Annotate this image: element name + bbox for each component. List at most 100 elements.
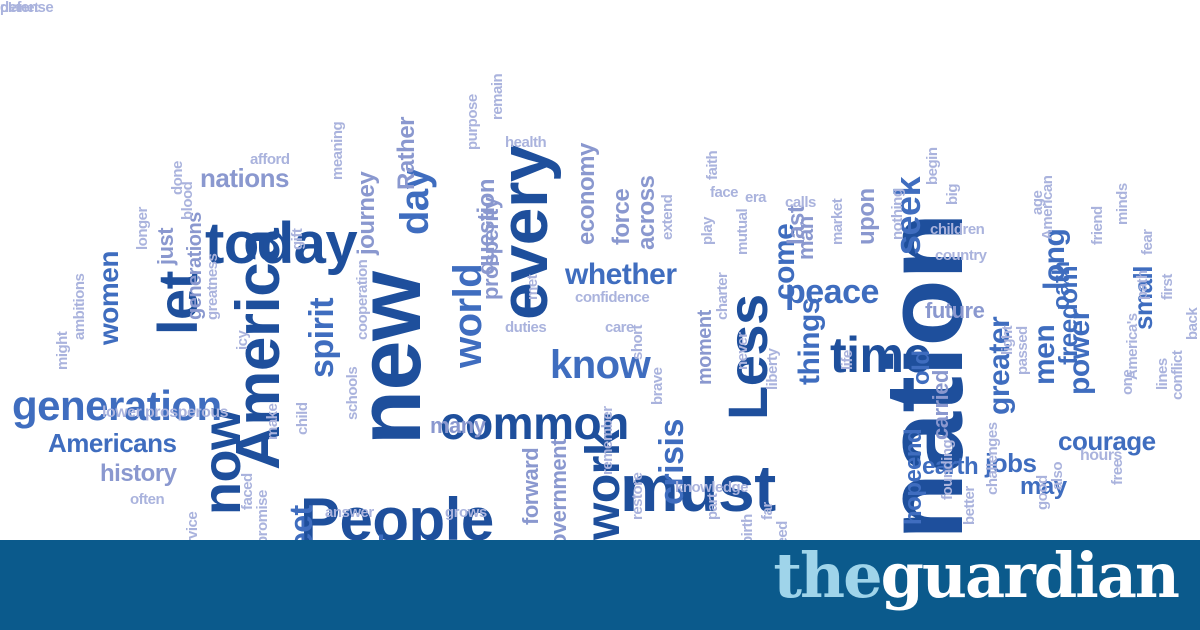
cloud-word: nothing [889,188,906,240]
cloud-word: generations [184,212,206,320]
cloud-word: era [745,189,767,206]
cloud-word: lines [1154,358,1171,390]
cloud-word: may [1020,473,1067,500]
cloud-word: care [605,319,634,336]
cloud-word: afford [250,151,290,168]
cloud-word: back [1184,307,1200,340]
cloud-word: courage [1058,426,1156,456]
cloud-word: many [430,413,486,438]
cloud-word: economy [573,143,600,245]
cloud-word: upon [853,188,880,245]
cloud-word: greatness [204,253,221,320]
cloud-word: mutual [734,208,751,255]
cloud-word: make [264,403,281,440]
cloud-word: never [734,332,751,370]
cloud-word: future [925,298,985,323]
cloud-word: answer [325,504,374,521]
cloud-word: earth [922,453,979,480]
cloud-word: life [839,350,856,370]
cloud-word: moment [694,310,716,385]
cloud-word: grows [445,504,487,521]
cloud-word: nations [200,163,289,193]
cloud-word: man [793,216,818,260]
cloud-word: friend [1089,206,1106,245]
cloud-word: defense [0,0,54,16]
cloud-word: birth [739,514,756,540]
logo-guardian: guardian [880,539,1180,612]
cloud-word: far [759,502,776,520]
cloud-word: things [793,298,826,385]
cloud-word: Americans [48,428,177,458]
cloud-word: light [999,325,1016,355]
cloud-word: today [205,211,358,276]
cloud-word: icy [234,330,251,350]
cloud-word: free [1109,459,1126,485]
cloud-word: schools [344,366,361,420]
cloud-word: age [1029,190,1046,215]
cloud-word: liberty [764,348,781,390]
cloud-word: hours [1080,447,1122,464]
cloud-word: service [184,511,201,540]
cloud-word: women [93,251,124,345]
cloud-word: passed [1014,326,1031,375]
cloud-word: generation [12,382,222,429]
cloud-word: face [710,184,739,201]
cloud-word: force [608,188,635,245]
cloud-word: charter [714,272,731,320]
cloud-word: path [1134,270,1151,300]
cloud-word: remain [489,73,506,120]
cloud-word: duties [505,319,547,336]
cloud-word: across [633,175,660,250]
logo-the: the [773,539,882,612]
cloud-word: spirit [303,297,341,378]
cloud-word: met [524,274,541,300]
cloud-word: end [900,428,927,470]
cloud-word: lower [102,404,142,421]
cloud-word: child [294,402,311,435]
cloud-word: peace [785,273,879,311]
cloud-word: planet [0,0,39,15]
cloud-word: faced [239,473,256,510]
cloud-word: meaning [329,121,346,180]
cloud-word: jobs [985,448,1037,478]
cloud-word: minds [1114,183,1131,225]
cloud-word: blood [179,181,196,220]
cloud-word: carried [928,370,953,440]
cloud-word: prosperity [478,197,503,300]
cloud-word: forward [518,447,543,525]
cloud-word: better [961,486,978,525]
cloud-word: purpose [464,94,481,150]
cloud-word: might [54,331,71,370]
cloud-word: prosperous [145,404,229,421]
cloud-word: government [546,439,571,540]
cloud-word: often [130,491,165,508]
cloud-word: one [1119,369,1136,395]
cloud-word: must [620,451,776,525]
cloud-word: history [100,460,177,487]
cloud-word: health [505,134,547,151]
cloud-word: hope [900,469,927,525]
cloud-word: promise [254,490,271,540]
cloud-word: longer [134,207,151,250]
cloud-word: knowledge [675,479,749,496]
cloud-word: Rather [393,116,420,190]
cloud-word: calls [785,194,816,211]
cloud-word: know [550,343,651,387]
cloud-word: first [1159,274,1176,300]
guardian-logo[interactable]: theguardian [773,545,1180,607]
cloud-word: whether [565,258,677,291]
cloud-word: confidence [575,289,650,306]
cloud-word: oath [1048,261,1075,310]
cloud-word: words [315,532,401,541]
cloud-word: remember [599,406,616,475]
cloud-word: common [440,397,629,449]
cloud-word: founding [939,439,956,500]
cloud-word: play [699,216,716,245]
cloud-word: feed [774,521,791,540]
cloud-word: short [629,325,646,360]
cloud-word: fear [1139,229,1156,255]
cloud-word: ambitions [71,273,88,340]
cloud-word: restore [629,472,646,520]
cloud-word: time [830,327,931,383]
cloud-word: part [704,493,721,520]
